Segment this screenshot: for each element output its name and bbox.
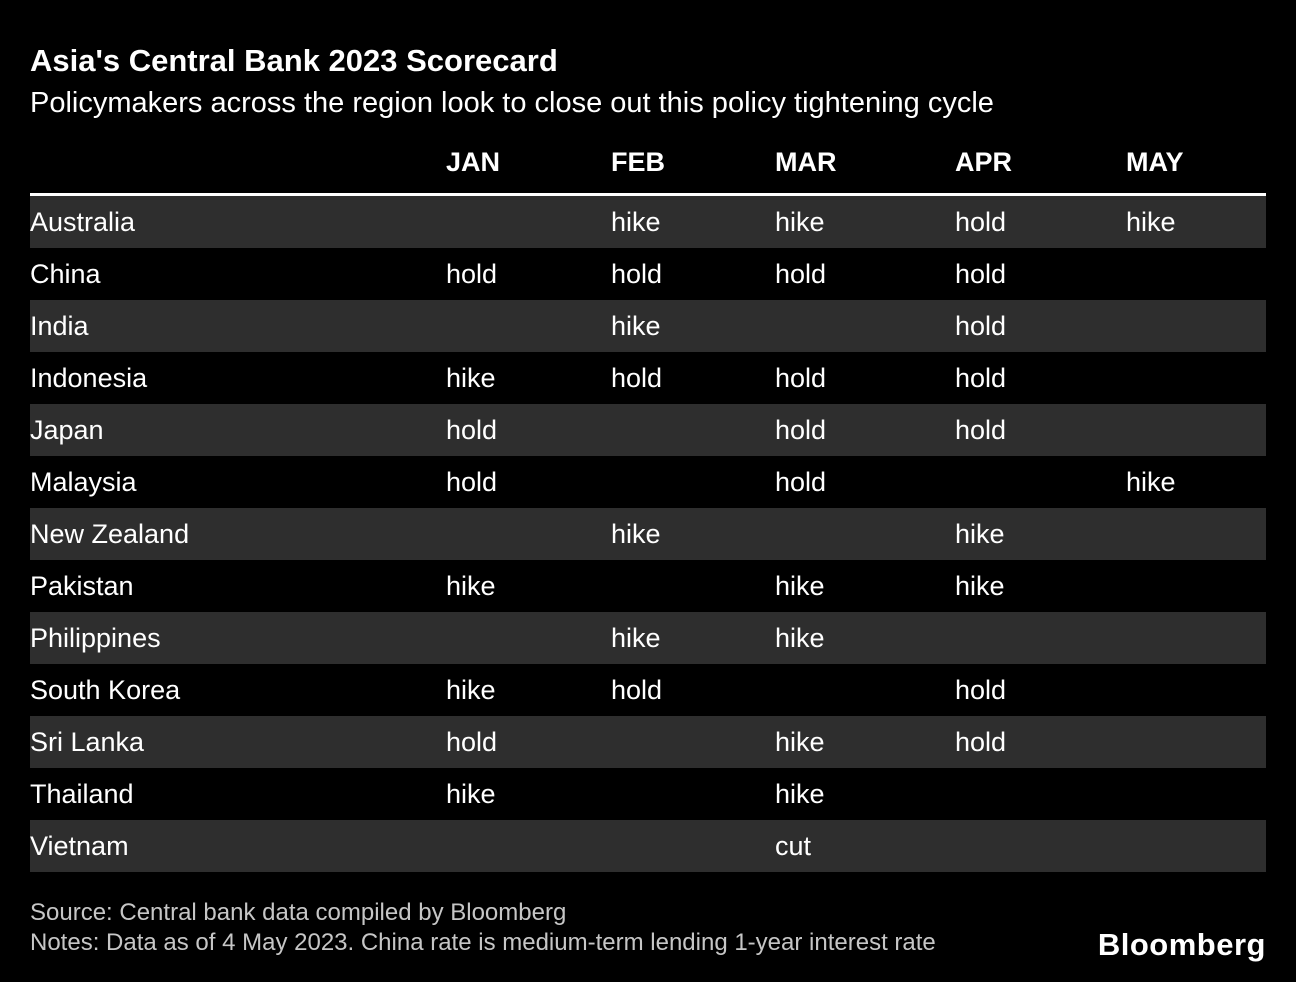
country-label: Malaysia — [30, 466, 137, 497]
table-body: Australia hike hike hold hike China hold… — [30, 196, 1266, 872]
table-row: Sri Lanka hold hike hold — [30, 716, 1266, 768]
cell-mar: hike — [775, 206, 825, 237]
country-label: South Korea — [30, 674, 181, 705]
cell-jan: hike — [446, 674, 496, 705]
chart-subtitle: Policymakers across the region look to c… — [30, 87, 994, 119]
cell-jan: hike — [446, 362, 496, 393]
cell-mar: hold — [775, 466, 827, 497]
country-label: Australia — [30, 206, 136, 237]
table-row: Indonesia hike hold hold hold — [30, 352, 1266, 404]
cell-mar: cut — [775, 830, 812, 861]
cell-mar: hike — [775, 570, 825, 601]
chart-canvas: Asia's Central Bank 2023 Scorecard Polic… — [30, 43, 1266, 962]
table-row: Philippines hike hike — [30, 612, 1266, 664]
cell-jan: hold — [446, 466, 498, 497]
table-row: Malaysia hold hold hike — [30, 456, 1266, 508]
table-row: India hike hold — [30, 300, 1266, 352]
country-label: India — [30, 310, 89, 341]
cell-feb: hold — [611, 362, 663, 393]
cell-feb: hold — [611, 258, 663, 289]
cell-may: hike — [1126, 206, 1176, 237]
cell-mar: hike — [775, 622, 825, 653]
table-row: Vietnam cut — [30, 820, 1266, 872]
column-header-apr: APR — [955, 147, 1013, 177]
country-label: Vietnam — [30, 830, 129, 861]
source-note: Source: Central bank data compiled by Bl… — [30, 899, 567, 926]
cell-feb: hike — [611, 206, 661, 237]
country-label: Indonesia — [30, 362, 148, 393]
column-header-may: MAY — [1126, 147, 1184, 177]
footer: Source: Central bank data compiled by Bl… — [30, 898, 1266, 962]
cell-jan: hold — [446, 414, 498, 445]
cell-jan: hike — [446, 778, 496, 809]
country-label: Pakistan — [30, 570, 134, 601]
chart-title: Asia's Central Bank 2023 Scorecard — [30, 43, 558, 78]
table-row: Thailand hike hike — [30, 768, 1266, 820]
table-row: Pakistan hike hike hike — [30, 560, 1266, 612]
cell-mar: hike — [775, 726, 825, 757]
country-label: Thailand — [30, 778, 134, 809]
data-note: Notes: Data as of 4 May 2023. China rate… — [30, 929, 936, 956]
table-row: Japan hold hold hold — [30, 404, 1266, 456]
cell-apr: hold — [955, 674, 1007, 705]
bloomberg-logo: Bloomberg — [1097, 927, 1266, 962]
column-header-feb: FEB — [611, 147, 665, 177]
cell-feb: hike — [611, 622, 661, 653]
table-row: South Korea hike hold hold — [30, 664, 1266, 716]
scorecard-table: JAN FEB MAR APR MAY Australia hike hike … — [30, 145, 1266, 872]
cell-jan: hike — [446, 570, 496, 601]
cell-apr: hold — [955, 206, 1007, 237]
cell-mar: hold — [775, 258, 827, 289]
cell-feb: hike — [611, 518, 661, 549]
cell-mar: hike — [775, 778, 825, 809]
cell-apr: hold — [955, 362, 1007, 393]
cell-mar: hold — [775, 362, 827, 393]
country-label: New Zealand — [30, 518, 190, 549]
cell-apr: hold — [955, 414, 1007, 445]
cell-apr: hike — [955, 570, 1005, 601]
table-header-row: JAN FEB MAR APR MAY — [30, 145, 1266, 196]
country-label: Japan — [30, 414, 104, 445]
cell-apr: hold — [955, 258, 1007, 289]
column-header-mar: MAR — [775, 147, 837, 177]
table-row: New Zealand hike hike — [30, 508, 1266, 560]
cell-apr: hike — [955, 518, 1005, 549]
cell-mar: hold — [775, 414, 827, 445]
table-row: China hold hold hold hold — [30, 248, 1266, 300]
country-label: Sri Lanka — [30, 726, 145, 757]
cell-feb: hold — [611, 674, 663, 705]
cell-feb: hike — [611, 310, 661, 341]
cell-jan: hold — [446, 726, 498, 757]
column-header-jan: JAN — [446, 147, 501, 177]
country-label: China — [30, 258, 101, 289]
table-row: Australia hike hike hold hike — [30, 196, 1266, 248]
column-header-country — [30, 145, 446, 179]
cell-apr: hold — [955, 726, 1007, 757]
cell-apr: hold — [955, 310, 1007, 341]
cell-may: hike — [1126, 466, 1176, 497]
country-label: Philippines — [30, 622, 161, 653]
cell-jan: hold — [446, 258, 498, 289]
